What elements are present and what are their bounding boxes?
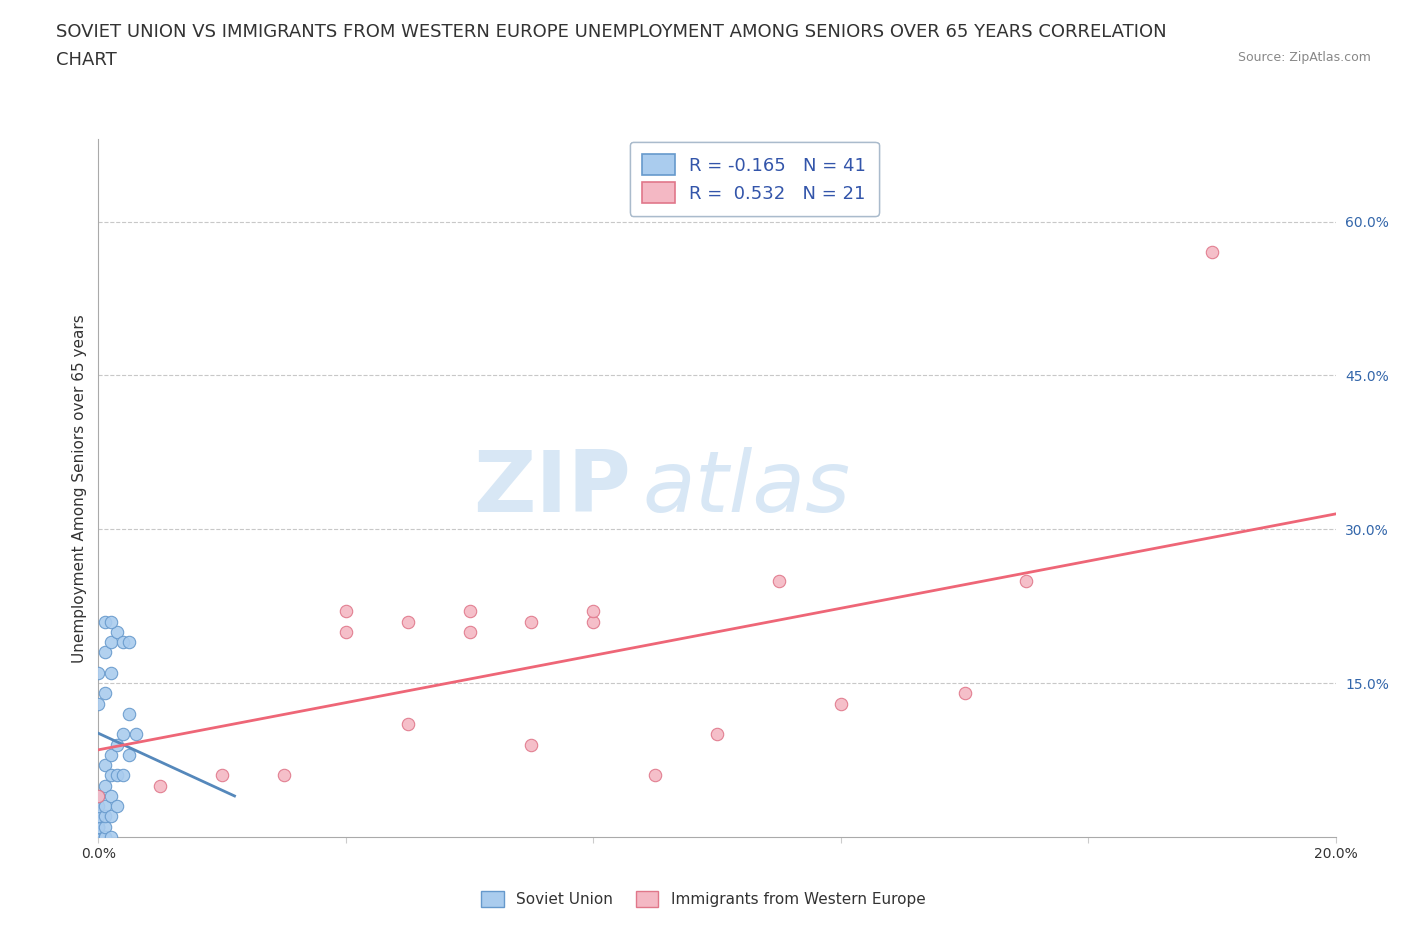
Point xyxy=(100,768,122,783)
Point xyxy=(93,686,115,701)
Point xyxy=(520,737,543,752)
Point xyxy=(105,624,128,639)
Point xyxy=(87,819,110,834)
Point xyxy=(211,768,233,783)
Point xyxy=(112,768,135,783)
Point xyxy=(93,799,115,814)
Point xyxy=(458,604,481,618)
Point xyxy=(87,830,110,844)
Point xyxy=(93,819,115,834)
Point xyxy=(953,686,976,701)
Point xyxy=(582,604,605,618)
Point xyxy=(100,666,122,681)
Point xyxy=(100,748,122,763)
Point xyxy=(335,624,357,639)
Point xyxy=(87,830,110,844)
Point xyxy=(87,789,110,804)
Point xyxy=(118,748,141,763)
Point xyxy=(100,830,122,844)
Point xyxy=(87,697,110,711)
Point xyxy=(87,819,110,834)
Text: Source: ZipAtlas.com: Source: ZipAtlas.com xyxy=(1237,51,1371,64)
Point xyxy=(93,809,115,824)
Point xyxy=(396,614,419,629)
Point xyxy=(706,727,728,742)
Point xyxy=(273,768,295,783)
Point xyxy=(87,789,110,804)
Point xyxy=(93,758,115,773)
Point xyxy=(93,614,115,629)
Point xyxy=(118,634,141,649)
Point xyxy=(335,604,357,618)
Point xyxy=(105,799,128,814)
Point xyxy=(87,809,110,824)
Point xyxy=(105,737,128,752)
Point xyxy=(582,614,605,629)
Point xyxy=(396,717,419,732)
Point xyxy=(830,697,852,711)
Point xyxy=(87,666,110,681)
Text: atlas: atlas xyxy=(643,446,851,530)
Point xyxy=(93,830,115,844)
Text: CHART: CHART xyxy=(56,51,117,69)
Point xyxy=(1015,573,1038,588)
Point xyxy=(644,768,666,783)
Point xyxy=(112,727,135,742)
Point xyxy=(112,634,135,649)
Point xyxy=(118,707,141,722)
Point xyxy=(93,830,115,844)
Point xyxy=(124,727,146,742)
Point xyxy=(458,624,481,639)
Legend: Soviet Union, Immigrants from Western Europe: Soviet Union, Immigrants from Western Eu… xyxy=(474,884,932,913)
Point xyxy=(100,634,122,649)
Point xyxy=(87,799,110,814)
Text: SOVIET UNION VS IMMIGRANTS FROM WESTERN EUROPE UNEMPLOYMENT AMONG SENIORS OVER 6: SOVIET UNION VS IMMIGRANTS FROM WESTERN … xyxy=(56,23,1167,41)
Point xyxy=(87,809,110,824)
Point xyxy=(93,644,115,659)
Point xyxy=(87,819,110,834)
Point xyxy=(100,614,122,629)
Point xyxy=(87,830,110,844)
Point xyxy=(100,809,122,824)
Legend: R = -0.165   N = 41, R =  0.532   N = 21: R = -0.165 N = 41, R = 0.532 N = 21 xyxy=(630,141,879,216)
Point xyxy=(93,778,115,793)
Point xyxy=(100,789,122,804)
Point xyxy=(520,614,543,629)
Y-axis label: Unemployment Among Seniors over 65 years: Unemployment Among Seniors over 65 years xyxy=(72,314,87,662)
Point xyxy=(1201,245,1223,259)
Text: ZIP: ZIP xyxy=(472,446,630,530)
Point xyxy=(105,768,128,783)
Point xyxy=(149,778,172,793)
Point xyxy=(768,573,790,588)
